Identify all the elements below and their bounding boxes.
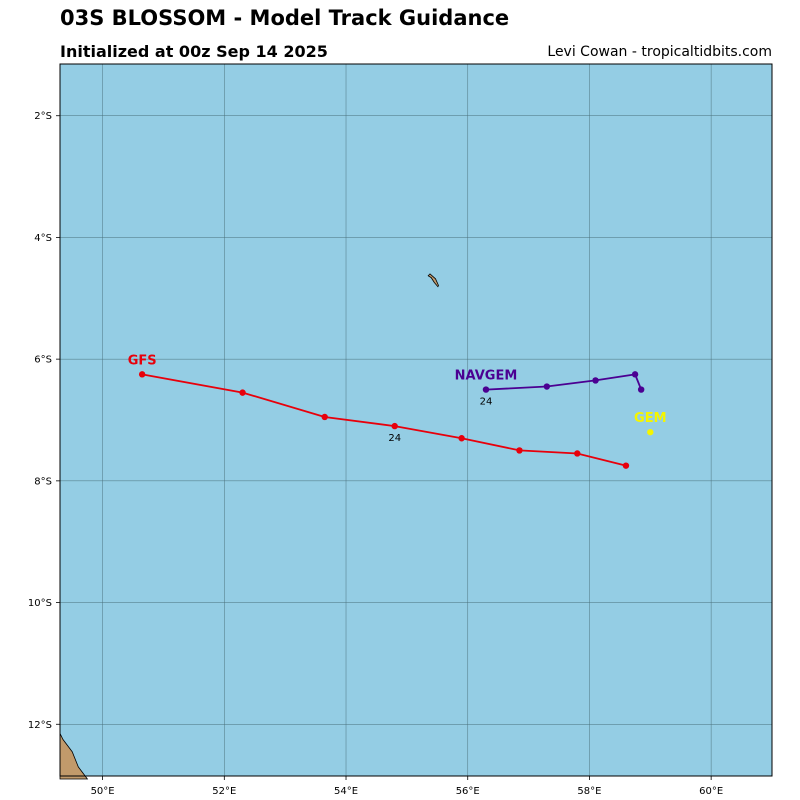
map-subtitle: Initialized at 00z Sep 14 2025 <box>60 42 328 61</box>
tick-label-lat: 6°S <box>34 355 52 366</box>
tick-label-lat: 12°S <box>28 720 52 731</box>
model-label-navgem: NAVGEM <box>455 369 518 384</box>
tick-label-lat: 2°S <box>34 111 52 122</box>
tick-label-lon: 50°E <box>91 786 115 797</box>
credit-text: Levi Cowan - tropicaltidbits.com <box>547 44 772 60</box>
track-point <box>543 383 551 390</box>
tick-label-lon: 58°E <box>577 786 601 797</box>
track-point <box>239 389 246 396</box>
track-point <box>631 371 639 378</box>
tick-layer: 50°E 52°E 54°E 56°E 58°E 60°E 2°S 4°S 6°S 8°S 10°S… <box>28 111 723 797</box>
madagascar-coast <box>59 733 89 780</box>
model-label-gem: GEM <box>634 411 667 426</box>
tick-label-lon: 56°E <box>456 786 480 797</box>
tick-label-lon: 52°E <box>212 786 236 797</box>
model-label-gfs: GFS <box>128 353 157 368</box>
ocean-background <box>60 64 772 776</box>
track-point <box>458 435 465 442</box>
track-point <box>321 413 328 421</box>
map-title: 03S BLOSSOM - Model Track Guidance <box>60 6 510 30</box>
tick-label-lat: 8°S <box>34 476 52 487</box>
track-point <box>622 462 630 469</box>
grid-layer <box>60 64 772 776</box>
track-point <box>592 377 599 384</box>
track-navgem: NAVGEM 24 <box>455 369 645 408</box>
forecast-hour-label: 24 <box>388 433 401 444</box>
map-frame <box>59 63 773 777</box>
tick-label-lon: 60°E <box>699 786 723 797</box>
tick-label-lon: 54°E <box>334 786 358 797</box>
track-point <box>482 386 490 393</box>
tick-label-lat: 10°S <box>28 598 52 609</box>
track-point <box>647 428 654 436</box>
track-point <box>516 447 523 454</box>
tick-label-lat: 4°S <box>34 233 52 244</box>
track-line-gfs <box>142 373 627 467</box>
track-point <box>637 386 645 393</box>
land-layer <box>59 273 439 780</box>
track-gfs: GFS 24 <box>128 353 630 469</box>
island <box>427 273 439 288</box>
track-point <box>574 450 581 457</box>
track-point <box>138 371 146 378</box>
track-gem: GEM <box>634 411 667 436</box>
track-point <box>391 422 398 430</box>
track-layer: GFS 24 NAVGEM 24 GEM <box>128 353 667 469</box>
forecast-hour-label: 24 <box>480 397 493 408</box>
